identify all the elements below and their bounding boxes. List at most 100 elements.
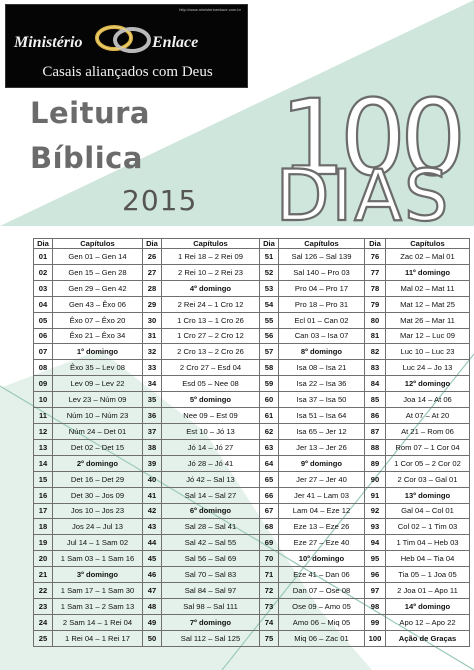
day-number: 34: [142, 375, 162, 393]
table-row: 01 Gen 01 – Gen 14 26 1 Rei 18 – 2 Rei 09 51…: [33, 248, 470, 265]
chapters-range: Apo 12 – Apo 22: [385, 613, 470, 631]
day-number: 68: [259, 518, 279, 536]
day-number: 79: [364, 295, 386, 313]
day-number: 57: [259, 343, 279, 361]
chapters-range: Jul 14 – 1 Sam 02: [52, 534, 143, 552]
day-number: 09: [33, 375, 53, 393]
day-number: 12: [33, 422, 53, 440]
day-number: 53: [259, 279, 279, 297]
day-number: 84: [364, 375, 386, 393]
day-number: 62: [259, 422, 279, 440]
chapters-range: Isa 08 – Isa 21: [278, 359, 365, 377]
sunday-marker: 11º domingo: [385, 263, 470, 281]
day-number: 85: [364, 391, 386, 409]
day-number: 75: [259, 629, 279, 648]
chapters-range: Mar 12 – Luc 09: [385, 327, 470, 345]
big-number-100: 100: [279, 86, 468, 182]
table-row: 16 Det 30 – Jos 09 41 Sal 14 – Sal 27 66 Jer …: [33, 486, 470, 504]
sunday-marker: 8º domingo: [278, 343, 365, 361]
chapters-range: 2 Rei 24 – 1 Cro 12: [161, 295, 260, 313]
chapters-range: Gen 01 – Gen 14: [52, 248, 143, 265]
day-number: 25: [33, 629, 53, 648]
day-number: 15: [33, 470, 53, 488]
day-number: 69: [259, 534, 279, 552]
table-row: 11 Núm 10 – Núm 23 36 Nee 09 – Est 09 61 Isa …: [33, 407, 470, 424]
day-number: 04: [33, 295, 53, 313]
chapters-range: Rom 07 – 1 Cor 04: [385, 438, 470, 456]
header-capitulos: Capítulos: [278, 238, 365, 249]
chapters-range: Jó 42 – Sal 13: [161, 470, 260, 488]
chapters-range: 1 Cor 05 – 2 Cor 02: [385, 454, 470, 472]
chapters-range: Isa 65 – Jer 12: [278, 422, 365, 440]
chapters-range: Det 02 – Det 15: [52, 438, 143, 456]
chapters-range: Luc 10 – Luc 23: [385, 343, 470, 361]
table-row: 19 Jul 14 – 1 Sam 02 44 Sal 42 – Sal 55 69 Ez…: [33, 534, 470, 552]
table-row: 03 Gen 29 – Gen 42 28 4º domingo 53 Pro 04 – …: [33, 279, 470, 297]
chapters-range: Det 30 – Jos 09: [52, 486, 143, 504]
day-number: 52: [259, 263, 279, 281]
chapters-range: Pro 18 – Pro 31: [278, 295, 365, 313]
header-capitulos: Capítulos: [385, 238, 470, 249]
table-row: 09 Lev 09 – Lev 22 34 Esd 05 – Nee 08 59 Isa …: [33, 375, 470, 393]
chapters-range: 1 Tim 04 – Heb 03: [385, 534, 470, 552]
day-number: 92: [364, 502, 386, 520]
teal-header-triangle: [0, 0, 474, 226]
chapters-range: 2 Sam 14 – 1 Rei 04: [52, 613, 143, 631]
chapters-range: Mat 26 – Mar 11: [385, 311, 470, 329]
day-number: 81: [364, 327, 386, 345]
day-number: 58: [259, 359, 279, 377]
ministry-logo: http://www.ministerioenlace.com.br Minis…: [5, 4, 248, 88]
day-number: 21: [33, 566, 53, 584]
sunday-marker: 2º domingo: [52, 454, 143, 472]
chapters-range: Sal 98 – Sal 111: [161, 597, 260, 615]
header-dia: Dia: [259, 238, 279, 249]
day-number: 76: [364, 248, 386, 265]
day-number: 40: [142, 470, 162, 488]
header-dia: Dia: [364, 238, 386, 249]
chapters-range: Heb 04 – Tia 04: [385, 550, 470, 568]
day-number: 33: [142, 359, 162, 377]
chapters-range: Gen 43 – Êxo 06: [52, 295, 143, 313]
chapters-range: 1 Cro 13 – 1 Cro 26: [161, 311, 260, 329]
chapters-range: Isa 51 – Isa 64: [278, 407, 365, 424]
chapters-range: Sal 42 – Sal 55: [161, 534, 260, 552]
day-number: 19: [33, 534, 53, 552]
chapters-range: Isa 37 – Isa 50: [278, 391, 365, 409]
table-row: 23 1 Sam 31 – 2 Sam 13 48 Sal 98 – Sal 111 7…: [33, 597, 470, 615]
chapters-range: Sal 112 – Sal 125: [161, 629, 260, 648]
day-number: 24: [33, 613, 53, 631]
chapters-range: Lev 23 – Núm 09: [52, 391, 143, 409]
day-number: 14: [33, 454, 53, 472]
chapters-range: Mal 02 – Mat 11: [385, 279, 470, 297]
day-number: 93: [364, 518, 386, 536]
sunday-marker: 13º domingo: [385, 486, 470, 504]
table-row: 04 Gen 43 – Êxo 06 29 2 Rei 24 – 1 Cro 12 54…: [33, 295, 470, 313]
day-number: 39: [142, 454, 162, 472]
chapters-range: 1 Rei 18 – 2 Rei 09: [161, 248, 260, 265]
title-year: 2015: [122, 184, 198, 217]
logo-subtitle: Casais aliançados com Deus: [42, 64, 213, 80]
big-number-text: 100: [280, 86, 461, 182]
chapters-range: Gen 29 – Gen 42: [52, 279, 143, 297]
day-number: 36: [142, 407, 162, 424]
chapters-range: Amo 06 – Miq 05: [278, 613, 365, 631]
day-number: 77: [364, 263, 386, 281]
sunday-marker: 7º domingo: [161, 613, 260, 631]
day-number: 70: [259, 550, 279, 568]
day-number: 30: [142, 311, 162, 329]
big-word-dias: DIAS: [274, 160, 449, 226]
logo-word-enlace: Enlace: [152, 34, 199, 51]
chapters-range: Ose 09 – Amo 05: [278, 597, 365, 615]
chapters-range: Jos 10 – Jos 23: [52, 502, 143, 520]
sunday-marker: 12º domingo: [385, 375, 470, 393]
day-number: 16: [33, 486, 53, 504]
table-row: 22 1 Sam 17 – 1 Sam 30 47 Sal 84 – Sal 97 72…: [33, 582, 470, 599]
day-number: 63: [259, 438, 279, 456]
chapters-range: 1 Sam 17 – 1 Sam 30: [52, 582, 143, 599]
day-number: 54: [259, 295, 279, 313]
chapters-range: Nee 09 – Est 09: [161, 407, 260, 424]
table-row: 25 1 Rei 04 – 1 Rei 17 50 Sal 112 – Sal 125…: [33, 629, 470, 648]
day-number: 05: [33, 311, 53, 329]
day-number: 74: [259, 613, 279, 631]
table-row: 10 Lev 23 – Núm 09 35 5º domingo 60 Isa 37 – …: [33, 391, 470, 409]
